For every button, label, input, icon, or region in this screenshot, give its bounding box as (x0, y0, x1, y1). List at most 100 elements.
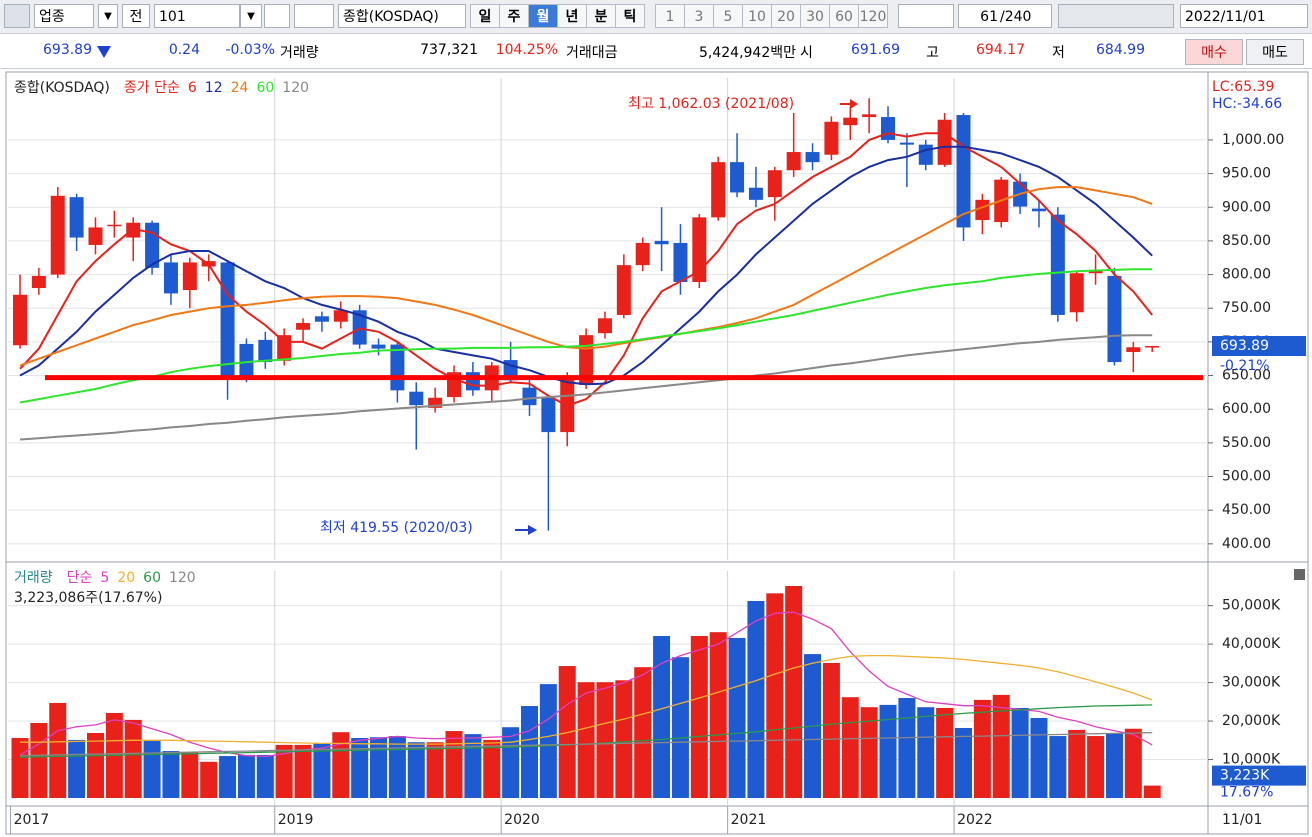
dropdown[interactable]: ▼ (240, 4, 262, 28)
volume-bar (766, 593, 784, 798)
volume-bar (407, 742, 425, 798)
moving-average (20, 654, 1153, 745)
moving-average (19, 145, 1153, 386)
down-arrow (97, 46, 111, 58)
volume-bar (388, 736, 406, 798)
volume-bar (237, 754, 255, 798)
market-select[interactable]: 업종 (34, 4, 94, 28)
minute-button[interactable]: 30 (800, 4, 830, 28)
candle-body (843, 117, 858, 126)
period-button[interactable]: 월 (528, 4, 558, 28)
close-icon[interactable] (1294, 569, 1305, 580)
candle-body (1126, 347, 1141, 352)
candle-body (31, 275, 46, 289)
candle-body (730, 162, 745, 193)
minute-button[interactable]: 3 (684, 4, 714, 28)
candle-body (371, 344, 386, 349)
y-tick-label: 950.00 (1222, 166, 1271, 182)
x-tick-label: 2020 (504, 812, 540, 828)
menu-icon[interactable] (4, 4, 30, 28)
volume-bar (332, 732, 350, 798)
legend-entry: 24 (231, 80, 249, 96)
annotation-arrow-head (850, 99, 858, 109)
volume-bar (539, 684, 557, 798)
y-tick-label: 850.00 (1222, 233, 1271, 249)
candle-body (767, 170, 782, 198)
tool-icons[interactable] (1058, 4, 1174, 28)
y-tick-label: 600.00 (1222, 401, 1271, 417)
volume-bar (1087, 736, 1105, 798)
volume-bar (653, 636, 671, 798)
candle-body (107, 224, 122, 227)
x-tick-label: 2021 (731, 812, 767, 828)
x-tick-label: 2017 (14, 812, 50, 828)
volume-bar (860, 707, 878, 798)
candle-body (937, 119, 952, 165)
candle-body (1088, 270, 1103, 274)
high: 694.17 (976, 42, 1025, 58)
search-button[interactable] (264, 4, 290, 28)
volume-label: 거래량 (280, 45, 319, 61)
volume-bar (879, 704, 897, 798)
date-input[interactable]: 2022/11/01 (1180, 4, 1308, 28)
candle-body (918, 144, 933, 165)
amount: 5,424,942백만 (698, 45, 796, 61)
candle-body (428, 397, 443, 408)
minute-button[interactable]: 120 (858, 4, 888, 28)
legend-entry: 60 (143, 570, 161, 586)
candle-body (163, 262, 178, 294)
candle-body (409, 391, 424, 406)
change: 0.24 (168, 42, 200, 58)
candle-body (522, 387, 537, 406)
buy-button[interactable]: 매수 (1185, 39, 1243, 65)
combo[interactable] (898, 4, 954, 28)
volume-bar (294, 744, 312, 798)
candle-body (13, 294, 27, 346)
y-tick-label: 900.00 (1222, 199, 1271, 215)
volume-bar (502, 727, 520, 798)
candle-body (126, 222, 141, 238)
minute-button[interactable]: 10 (742, 4, 772, 28)
sell-button[interactable]: 매도 (1246, 39, 1304, 65)
period-button[interactable]: 일 (470, 4, 500, 28)
annotation: 최저 419.55 (2020/03) (320, 520, 473, 536)
candle-body (88, 227, 103, 245)
period-button[interactable]: 틱 (615, 4, 645, 28)
open: 691.69 (851, 42, 900, 58)
code-input[interactable]: 101 (154, 4, 240, 28)
period-button[interactable]: 분 (586, 4, 616, 28)
volume-bar (143, 739, 161, 798)
legend-entry: 5 (100, 570, 109, 586)
minute-button[interactable]: 5 (713, 4, 743, 28)
volume-bar (1049, 736, 1067, 798)
count[interactable]: 61 (958, 4, 1002, 28)
minute-button[interactable]: 20 (771, 4, 801, 28)
volume-bar (49, 702, 67, 798)
legend-entry: 6 (188, 80, 197, 96)
candle-body (1069, 273, 1084, 313)
volume-bar (1030, 717, 1048, 798)
y-tick-label: 550.00 (1222, 435, 1271, 451)
x-tick-label: 2022 (957, 812, 993, 828)
y-tick-label: 800.00 (1222, 267, 1271, 283)
volume-bar (370, 737, 388, 798)
mode-select[interactable]: 전 (122, 4, 150, 28)
low-label: 저 (1052, 45, 1065, 61)
legend-entry: 120 (169, 570, 196, 586)
minute-button[interactable]: 1 (655, 4, 685, 28)
period-button[interactable]: 주 (499, 4, 529, 28)
price: 693.89 (43, 42, 92, 58)
dropdown[interactable]: ▼ (98, 4, 118, 28)
candle-body (220, 262, 235, 378)
volume: 737,321 (420, 42, 478, 58)
candle-body (1050, 214, 1065, 315)
minute-button[interactable]: 60 (829, 4, 859, 28)
legend: 거래량 단순 5 20 60 120 (14, 570, 196, 586)
y-tick-label: 400.00 (1222, 536, 1271, 552)
y-tick-label: 450.00 (1222, 502, 1271, 518)
sound-button[interactable] (294, 4, 334, 28)
candle-body (616, 265, 631, 315)
volume-bar (917, 707, 935, 798)
period-button[interactable]: 년 (557, 4, 587, 28)
candle-body (182, 262, 197, 291)
